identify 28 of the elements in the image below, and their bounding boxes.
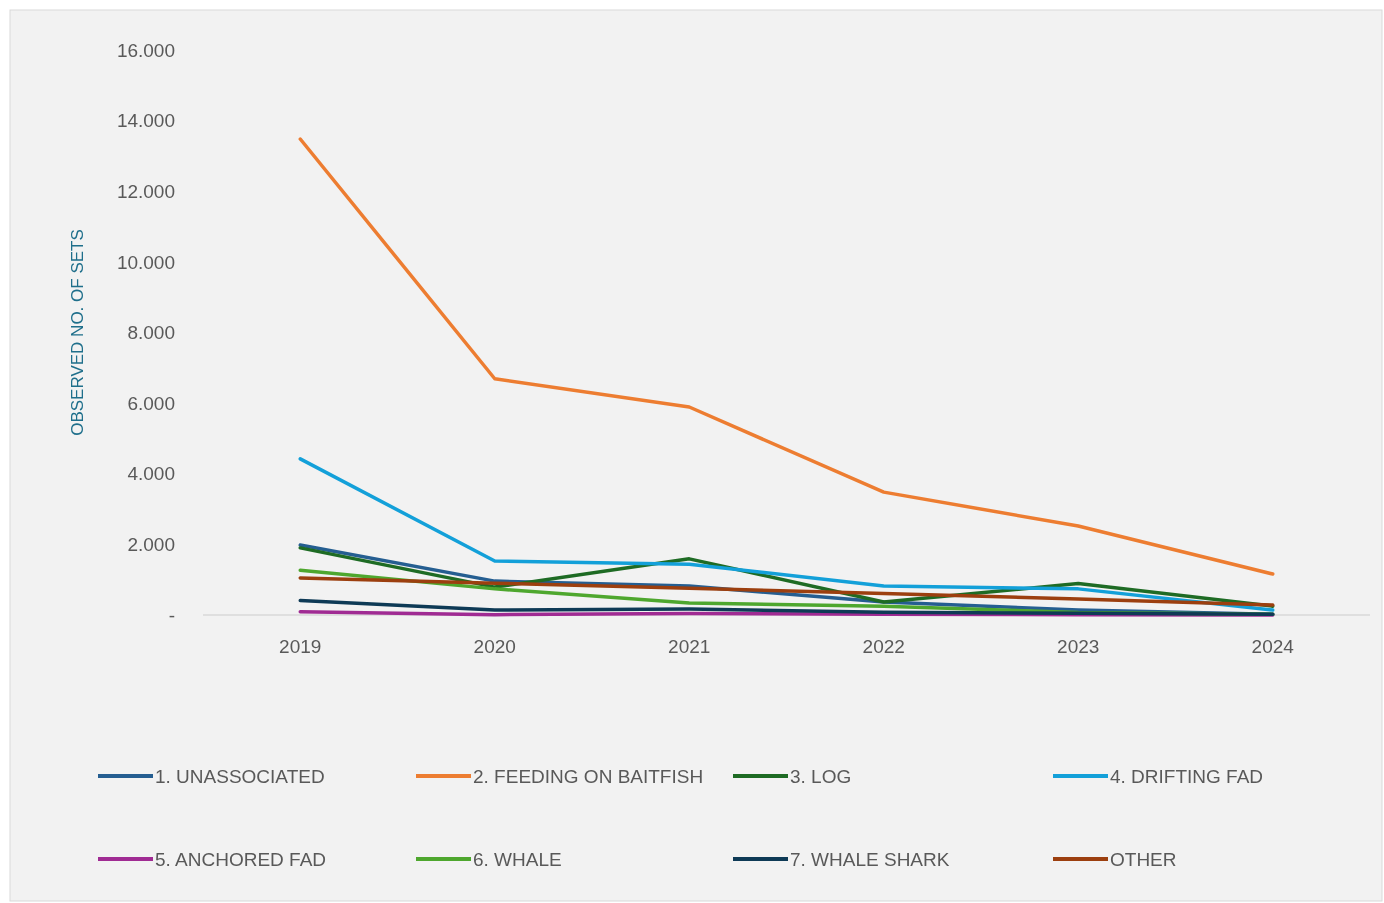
x-tick-label: 2020 [473,636,516,657]
legend-label: 6. WHALE [473,848,562,870]
y-tick-label: 4.000 [127,463,175,485]
legend-label: 3. LOG [790,765,852,787]
x-tick-label: 2019 [279,636,322,657]
legend-label: 1. UNASSOCIATED [155,765,325,787]
legend-label: 4. DRIFTING FAD [1110,765,1264,787]
legend-label: 2. FEEDING ON BAITFISH [473,765,704,787]
y-axis-title: OBSERVED NO. OF SETS [68,229,87,436]
line-series [298,598,1275,617]
x-tick-label: 2024 [1251,636,1295,657]
x-tick-label: 2021 [668,636,711,657]
line-series [298,457,1275,612]
y-tick-label: 10.000 [116,251,175,273]
y-tick-label: 2.000 [127,534,175,556]
x-tick-label: 2023 [1057,636,1100,657]
line-series [298,137,1275,576]
y-tick-label: 6.000 [127,392,175,414]
y-tick-label: 14.000 [116,110,175,132]
y-tick-label: 12.000 [116,180,175,202]
y-tick-label: 16.000 [116,39,175,61]
x-tick-label: 2022 [862,636,905,657]
line-series [298,576,1275,607]
y-tick-label: - [168,604,175,626]
legend-label: 7. WHALE SHARK [790,848,950,870]
legend-label: 5. ANCHORED FAD [155,848,327,870]
legend-label: OTHER [1110,848,1177,870]
y-tick-label: 8.000 [127,322,175,344]
